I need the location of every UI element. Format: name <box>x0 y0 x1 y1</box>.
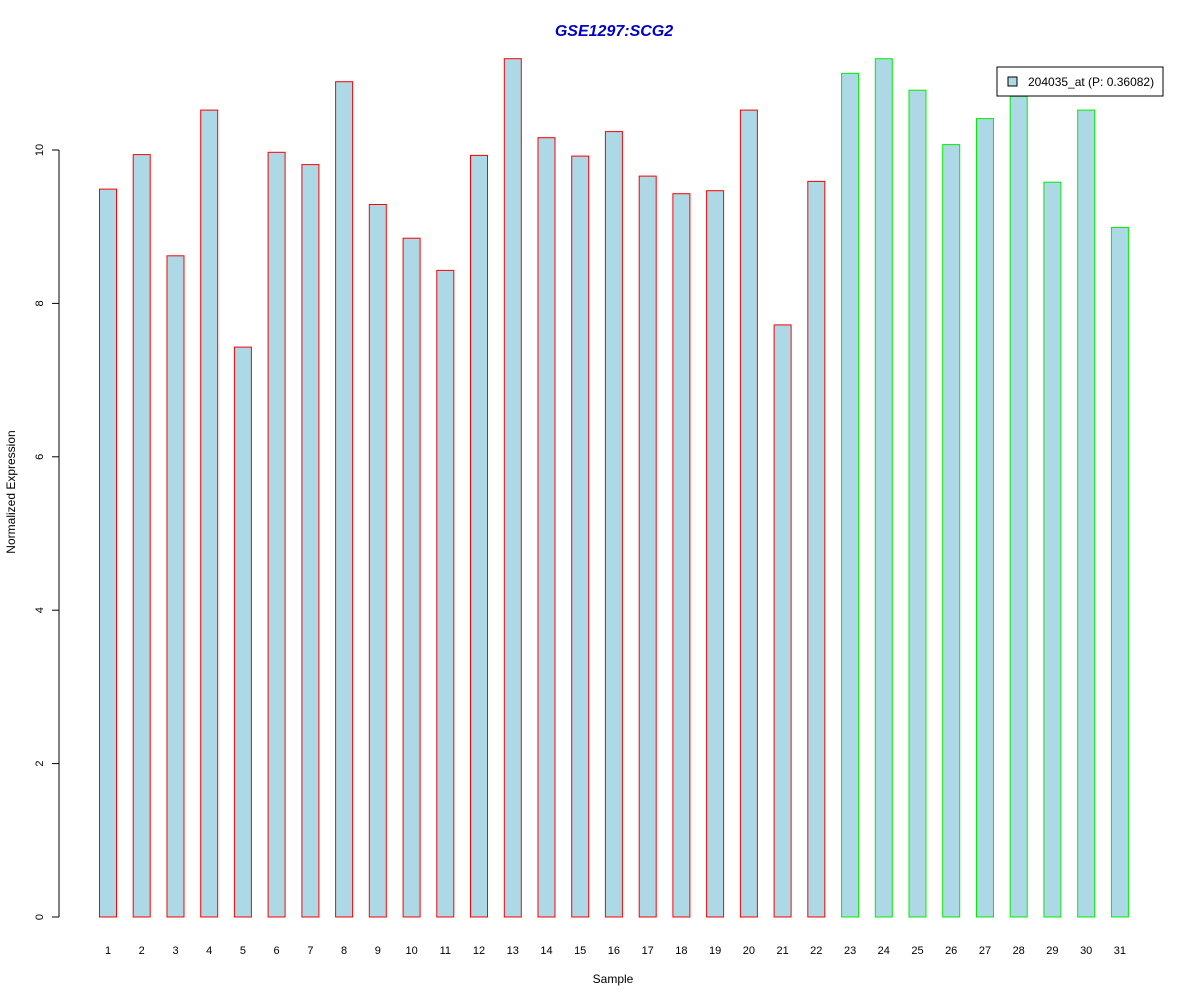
bar-sample-18 <box>672 193 691 918</box>
x-tick-label: 7 <box>307 945 313 957</box>
bar-sample-2 <box>132 154 151 918</box>
bar-sample-10 <box>402 237 421 918</box>
x-tick-label: 27 <box>979 945 991 957</box>
x-tick-label: 6 <box>274 945 280 957</box>
x-tick-label: 20 <box>743 945 755 957</box>
x-tick-label: 30 <box>1080 945 1092 957</box>
x-tick-label: 3 <box>172 945 178 957</box>
x-tick-label: 14 <box>540 945 552 957</box>
bar-sample-30 <box>1077 109 1096 918</box>
x-tick-label: 12 <box>473 945 485 957</box>
x-tick-label: 22 <box>810 945 822 957</box>
y-tick-label: 6 <box>34 454 46 460</box>
bar-sample-22 <box>807 180 826 918</box>
x-tick-label: 5 <box>240 945 246 957</box>
bar-sample-24 <box>874 58 893 918</box>
legend: 204035_at (P: 0.36082) <box>996 66 1164 97</box>
x-tick-label: 26 <box>945 945 957 957</box>
legend-swatch <box>1007 76 1018 87</box>
x-tick-label: 13 <box>507 945 519 957</box>
bar-sample-28 <box>1009 95 1028 918</box>
bar-sample-8 <box>335 81 354 918</box>
bar-sample-20 <box>739 109 758 918</box>
x-tick-label: 18 <box>675 945 687 957</box>
x-tick-label: 4 <box>206 945 212 957</box>
bar-sample-12 <box>470 154 488 918</box>
bar-sample-6 <box>267 151 286 918</box>
bar-sample-11 <box>436 269 455 918</box>
x-axis: 1 2 3 4 5 6 7 8 9 10 11 12 13 14 15 16 17 18 19 20 21 22 23 24 2… <box>105 945 1126 957</box>
y-axis: 0 2 4 6 8 10 <box>34 144 60 920</box>
bar-sample-29 <box>1043 181 1062 918</box>
y-axis-label: Normalized Expression <box>4 430 18 553</box>
chart-title: GSE1297:SCG2 <box>555 23 673 40</box>
x-axis-label: Sample <box>593 972 634 986</box>
x-tick-label: 19 <box>709 945 721 957</box>
bar-sample-15 <box>571 155 590 918</box>
x-tick-label: 17 <box>642 945 654 957</box>
x-tick-label: 28 <box>1013 945 1025 957</box>
y-tick-label: 2 <box>34 761 46 767</box>
y-tick-label: 10 <box>34 144 46 156</box>
bar-sample-19 <box>706 190 725 918</box>
x-tick-label: 23 <box>844 945 856 957</box>
bar-sample-25 <box>908 89 927 918</box>
bar-sample-23 <box>841 72 860 918</box>
bar-sample-16 <box>604 131 623 918</box>
legend-box <box>996 66 1164 97</box>
y-tick-label: 0 <box>34 914 46 920</box>
x-tick-label: 11 <box>440 945 451 957</box>
bar-sample-4 <box>200 109 219 918</box>
x-tick-label: 24 <box>878 945 890 957</box>
x-tick-label: 31 <box>1114 945 1126 957</box>
bar-sample-9 <box>368 204 387 918</box>
bar-sample-26 <box>942 144 961 918</box>
y-tick-label: 4 <box>34 607 46 613</box>
x-tick-label: 2 <box>139 945 145 957</box>
bar-sample-1 <box>99 188 117 918</box>
bar-sample-5 <box>233 346 252 918</box>
x-tick-label: 1 <box>105 945 111 957</box>
x-tick-label: 9 <box>375 945 381 957</box>
y-tick-label: 8 <box>34 300 46 306</box>
bar-sample-21 <box>773 324 792 918</box>
x-tick-label: 10 <box>405 945 417 957</box>
bar-sample-14 <box>537 137 556 918</box>
x-tick-label: 15 <box>574 945 586 957</box>
bar-sample-3 <box>166 255 185 918</box>
bars-layer <box>99 58 1129 918</box>
legend-label: 204035_at (P: 0.36082) <box>1028 75 1154 89</box>
bar-sample-31 <box>1110 227 1129 918</box>
x-tick-label: 16 <box>608 945 620 957</box>
bar-sample-7 <box>301 164 320 918</box>
bar-sample-17 <box>638 175 657 918</box>
bar-sample-27 <box>976 118 994 918</box>
x-tick-label: 29 <box>1046 945 1058 957</box>
x-tick-label: 25 <box>911 945 923 957</box>
x-tick-label: 8 <box>341 945 347 957</box>
bar-sample-13 <box>503 58 522 918</box>
x-tick-label: 21 <box>776 945 788 957</box>
